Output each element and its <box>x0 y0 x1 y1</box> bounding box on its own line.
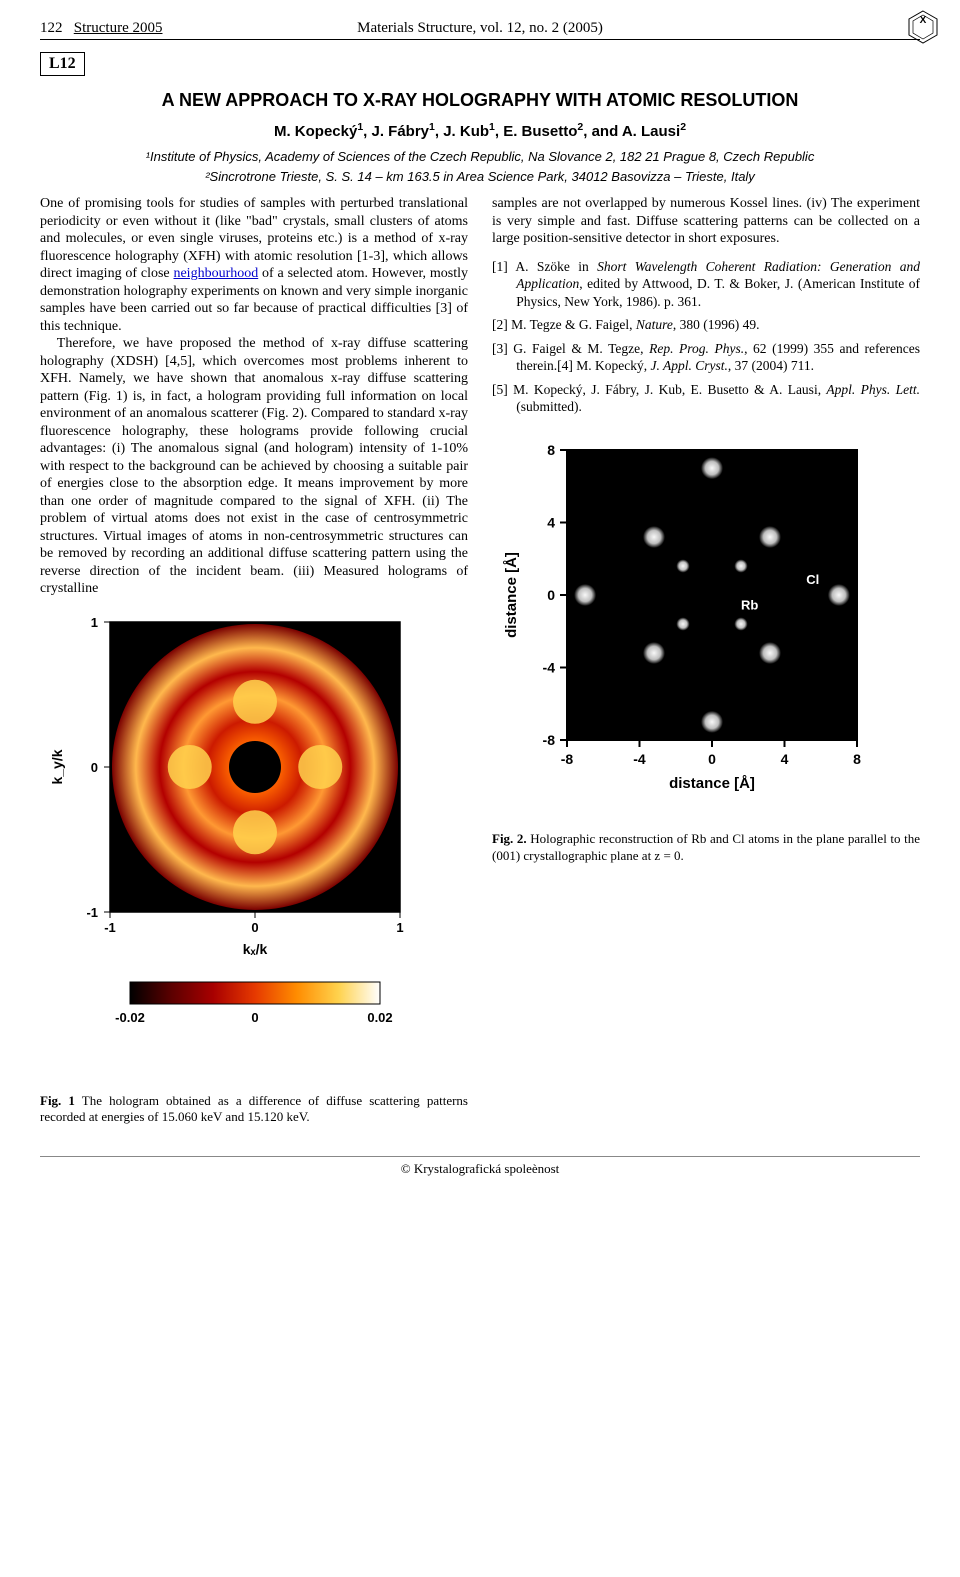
article-title: A NEW APPROACH TO X-RAY HOLOGRAPHY WITH … <box>40 90 920 111</box>
body-paragraph: Therefore, we have proposed the method o… <box>40 335 468 598</box>
svg-text:4: 4 <box>781 751 789 767</box>
svg-text:4: 4 <box>547 514 555 530</box>
svg-text:-0.02: -0.02 <box>115 1010 145 1025</box>
reference-item: [5] M. Kopecký, J. Fábry, J. Kub, E. Bus… <box>492 381 920 416</box>
svg-text:-1: -1 <box>86 905 98 920</box>
svg-text:-1: -1 <box>104 920 116 935</box>
right-column: samples are not overlapped by numerous K… <box>492 195 920 1126</box>
svg-text:kₓ/k: kₓ/k <box>243 941 268 957</box>
svg-text:-4: -4 <box>543 659 556 675</box>
svg-text:-4: -4 <box>633 751 646 767</box>
svg-text:0: 0 <box>708 751 716 767</box>
header-left: 122 Structure 2005 <box>40 20 162 37</box>
body-paragraph: samples are not overlapped by numerous K… <box>492 195 920 248</box>
authors-line: M. Kopecký1, J. Fábry1, J. Kub1, E. Buse… <box>40 121 920 140</box>
svg-text:0: 0 <box>547 587 555 603</box>
svg-text:X: X <box>920 15 927 26</box>
reference-item: [2] M. Tegze & G. Faigel, Nature, 380 (1… <box>492 316 920 334</box>
svg-text:0.02: 0.02 <box>367 1010 392 1025</box>
svg-text:0: 0 <box>251 1010 258 1025</box>
figure-1-caption: Fig. 1 The hologram obtained as a differ… <box>40 1093 468 1127</box>
page-number: 122 <box>40 20 63 36</box>
affiliation-2: ²Sincrotrone Trieste, S. S. 14 – km 163.… <box>40 168 920 186</box>
figure-2: Rb Cl -8 -8 -4 -4 0 0 4 4 8 8 distance [Å] distance [… <box>492 440 920 825</box>
hexagon-x-icon: X <box>906 10 940 49</box>
article-label-box: L12 <box>40 52 85 76</box>
svg-text:k_y/k: k_y/k <box>49 749 65 784</box>
affiliation-1: ¹Institute of Physics, Academy of Scienc… <box>40 148 920 166</box>
running-title-center: Materials Structure, vol. 12, no. 2 (200… <box>357 20 603 37</box>
figure-1: -1 0 1 -1 0 1 kₓ/k k_y/k -0.02 0 0.02 <box>40 612 468 1087</box>
svg-text:1: 1 <box>396 920 403 935</box>
reference-item: [3] G. Faigel & M. Tegze, Rep. Prog. Phy… <box>492 340 920 375</box>
svg-text:-8: -8 <box>561 751 574 767</box>
body-paragraph: One of promising tools for studies of sa… <box>40 195 468 335</box>
reconstruction-scatter: Rb Cl -8 -8 -4 -4 0 0 4 4 8 8 distance [Å] distance [… <box>492 440 892 820</box>
running-header: 122 Structure 2005 Materials Structure, … <box>40 20 920 40</box>
running-title-left: Structure 2005 <box>74 20 163 36</box>
svg-text:0: 0 <box>91 760 98 775</box>
svg-text:1: 1 <box>91 615 98 630</box>
svg-text:8: 8 <box>853 751 861 767</box>
link-neighbourhood[interactable]: neighbourhood <box>173 266 258 281</box>
svg-text:0: 0 <box>251 920 258 935</box>
page-footer: © Krystalografická spoleènost <box>40 1156 920 1177</box>
left-column: One of promising tools for studies of sa… <box>40 195 468 1126</box>
figure-2-caption: Fig. 2. Holographic reconstruction of Rb… <box>492 831 920 865</box>
svg-text:Cl: Cl <box>806 572 819 587</box>
body-columns: One of promising tools for studies of sa… <box>40 195 920 1126</box>
svg-text:-8: -8 <box>543 732 556 748</box>
references-block: [1] A. Szöke in Short Wavelength Coheren… <box>492 258 920 416</box>
reference-item: [1] A. Szöke in Short Wavelength Coheren… <box>492 258 920 311</box>
svg-text:Rb: Rb <box>741 597 758 612</box>
svg-text:distance [Å]: distance [Å] <box>503 552 520 638</box>
hologram-heatmap: -1 0 1 -1 0 1 kₓ/k k_y/k -0.02 0 0.02 <box>40 612 420 1082</box>
svg-text:8: 8 <box>547 442 555 458</box>
svg-text:distance [Å]: distance [Å] <box>669 775 755 792</box>
